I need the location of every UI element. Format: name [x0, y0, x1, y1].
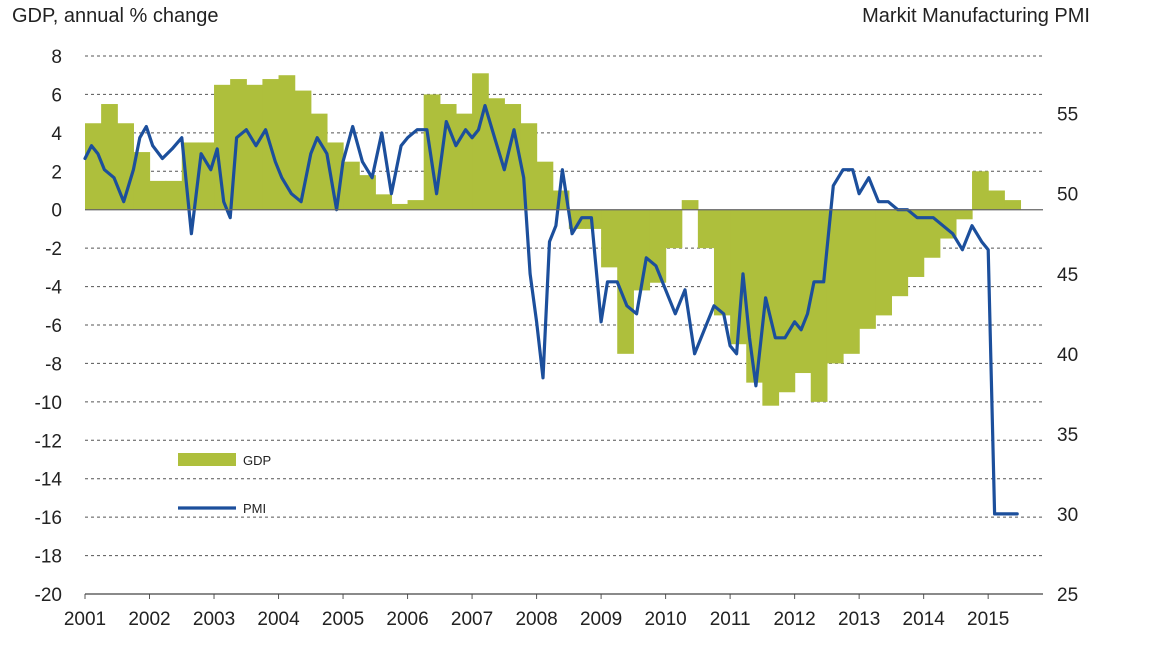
gdp-bar	[310, 113, 328, 210]
gdp-bar	[988, 190, 1005, 210]
gdp-bar	[601, 209, 618, 268]
left-tick-label: -2	[45, 239, 62, 260]
gdp-bar	[488, 98, 505, 210]
gdp-bar	[343, 161, 360, 210]
gdp-bar	[149, 180, 167, 210]
right-tick-label: 35	[1057, 425, 1078, 446]
x-tick-label: 2002	[128, 609, 170, 630]
x-tick-label: 2008	[515, 609, 557, 630]
right-tick-label: 30	[1057, 505, 1078, 526]
gdp-bar	[681, 200, 699, 210]
gdp-bar	[294, 90, 312, 210]
x-tick-label: 2014	[903, 609, 946, 630]
left-tick-label: 4	[51, 124, 62, 145]
left-tick-label: -14	[35, 470, 63, 491]
gdp-bar	[972, 171, 989, 210]
gdp-bar	[85, 123, 102, 210]
right-tick-label: 45	[1057, 265, 1078, 286]
right-tick-label: 40	[1057, 345, 1078, 366]
gdp-bar	[278, 75, 296, 210]
gdp-bar	[197, 142, 215, 210]
left-tick-label: 0	[51, 201, 62, 222]
gdp-bar	[730, 209, 747, 345]
gdp-bar	[697, 209, 715, 249]
gdp-bar	[617, 209, 634, 354]
gdp-bar	[762, 209, 780, 406]
gdp-bar	[391, 203, 409, 210]
gdp-bar	[891, 209, 909, 297]
gdp-bar	[117, 123, 134, 210]
left-tick-label: -12	[35, 431, 62, 452]
gdp-bar	[826, 209, 844, 364]
gdp-bar	[1004, 200, 1022, 210]
gdp-bar	[713, 209, 731, 316]
left-axis-title: GDP, annual % change	[12, 5, 218, 27]
left-tick-label: 2	[51, 162, 62, 183]
legend: GDP PMI	[178, 453, 271, 516]
gdp-series	[85, 73, 1022, 406]
legend-label-pmi: PMI	[243, 501, 266, 516]
gdp-bar	[455, 113, 473, 210]
legend-label-gdp: GDP	[243, 453, 271, 468]
gdp-bar	[165, 180, 183, 210]
gdp-bar	[375, 194, 393, 210]
x-tick-label: 2009	[580, 609, 622, 630]
x-tick-label: 2006	[386, 609, 428, 630]
gdp-bar	[133, 152, 151, 210]
gdp-bar	[633, 209, 651, 291]
gdp-bar	[794, 209, 812, 374]
right-tick-label: 25	[1057, 585, 1078, 606]
gdp-bar	[504, 104, 522, 210]
gdp-bar	[568, 209, 586, 229]
right-tick-label: 55	[1057, 105, 1078, 126]
gdp-bar	[875, 209, 892, 316]
gdp-bar	[778, 209, 796, 393]
gdp-bar	[472, 73, 489, 210]
gdp-bar	[665, 209, 683, 249]
gdp-bar	[214, 84, 231, 210]
gdp-bar	[359, 175, 376, 210]
pmi-line	[83, 103, 1019, 516]
gdp-bar	[536, 161, 554, 210]
left-tick-label: -16	[35, 508, 62, 529]
x-tick-label: 2001	[64, 609, 106, 630]
gdp-bar	[907, 209, 925, 277]
left-tick-label: -6	[45, 316, 62, 337]
gdp-bar	[246, 84, 264, 210]
x-tick-label: 2010	[644, 609, 686, 630]
left-tick-label: 8	[51, 47, 62, 68]
left-tick-label: -4	[45, 278, 62, 299]
right-axis-title: Markit Manufacturing PMI	[862, 5, 1090, 27]
gdp-bar	[843, 209, 860, 354]
left-tick-label: -10	[35, 393, 62, 414]
x-tick-label: 2011	[710, 609, 751, 630]
gdp-bar	[101, 104, 118, 210]
x-tick-label: 2013	[838, 609, 880, 630]
left-tick-label: -20	[35, 585, 62, 606]
axes: 8 6 4 2 0 -2 -4 -6 -8 -10 -12 -14 -16 -18 -20 55 50 45 40 3…	[35, 47, 1079, 630]
legend-swatch-gdp	[178, 453, 236, 466]
x-tick-label: 2012	[773, 609, 815, 630]
gdp-bar	[810, 209, 828, 402]
left-tick-label: 6	[51, 85, 62, 106]
gdp-bar	[407, 200, 425, 210]
x-tick-label: 2007	[451, 609, 493, 630]
x-tick-label: 2004	[257, 609, 300, 630]
x-tick-label: 2005	[322, 609, 364, 630]
gdp-bar	[955, 209, 973, 220]
left-tick-label: -8	[45, 354, 62, 375]
right-tick-label: 50	[1057, 185, 1078, 206]
pmi-series	[83, 103, 1019, 516]
gdp-bar	[859, 209, 876, 329]
gdp-bar	[584, 209, 602, 229]
left-tick-label: -18	[35, 547, 62, 568]
x-tick-label: 2003	[193, 609, 235, 630]
x-tick-label: 2015	[967, 609, 1009, 630]
